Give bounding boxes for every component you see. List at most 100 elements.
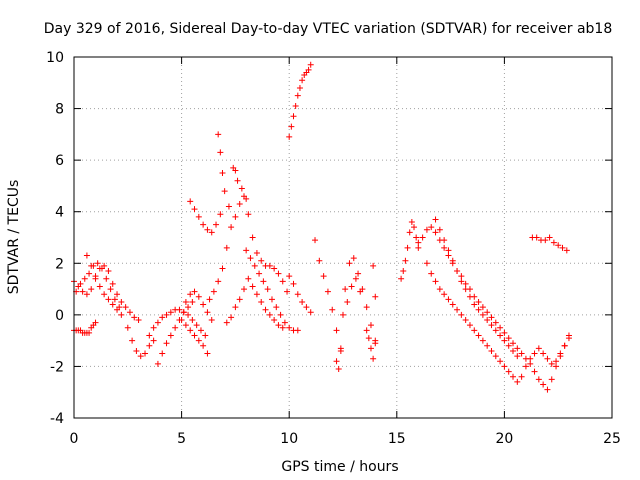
data-point — [355, 270, 362, 277]
data-point — [86, 270, 93, 277]
data-point — [559, 244, 566, 251]
data-point — [454, 268, 461, 275]
data-point — [258, 298, 265, 305]
data-point — [81, 275, 88, 282]
data-point — [105, 296, 112, 303]
data-point — [88, 286, 95, 293]
data-point — [103, 275, 110, 282]
data-point — [367, 345, 374, 352]
data-point — [492, 353, 499, 360]
data-point — [187, 327, 194, 334]
data-point — [475, 306, 482, 313]
data-point — [344, 298, 351, 305]
data-point — [299, 77, 306, 84]
data-point — [251, 262, 258, 269]
data-point — [288, 123, 295, 130]
data-point — [154, 360, 161, 367]
data-point — [324, 288, 331, 295]
data-point — [79, 288, 86, 295]
data-point — [400, 268, 407, 275]
data-point — [398, 275, 405, 282]
grid-lines — [74, 57, 612, 418]
data-point — [415, 239, 422, 246]
data-point — [428, 270, 435, 277]
data-point — [350, 255, 357, 262]
data-point — [210, 288, 217, 295]
data-point — [277, 311, 284, 318]
data-point — [217, 211, 224, 218]
data-point — [432, 278, 439, 285]
data-point — [406, 229, 413, 236]
data-point — [548, 376, 555, 383]
data-point — [247, 255, 254, 262]
data-point — [518, 350, 525, 357]
data-point — [307, 61, 314, 68]
data-point — [548, 360, 555, 367]
x-tick-label: 15 — [388, 431, 406, 447]
data-point — [497, 332, 504, 339]
data-point — [535, 376, 542, 383]
x-tick-label: 10 — [280, 431, 298, 447]
data-point — [182, 298, 189, 305]
data-point — [357, 288, 364, 295]
data-point — [501, 363, 508, 370]
data-point — [550, 239, 557, 246]
data-point — [462, 317, 469, 324]
data-point — [363, 304, 370, 311]
data-point — [501, 337, 508, 344]
data-point — [279, 324, 286, 331]
data-point — [320, 273, 327, 280]
data-point — [146, 332, 153, 339]
data-point — [88, 262, 95, 269]
data-point — [484, 342, 491, 349]
data-point — [531, 350, 538, 357]
y-tick-label: -2 — [50, 359, 64, 375]
data-point — [253, 291, 260, 298]
x-tick-label: 25 — [603, 431, 621, 447]
data-point — [163, 340, 170, 347]
data-point — [458, 273, 465, 280]
data-point — [501, 329, 508, 336]
data-point — [118, 298, 125, 305]
data-point — [204, 350, 211, 357]
data-point — [441, 237, 448, 244]
data-point — [228, 224, 235, 231]
data-point — [475, 298, 482, 305]
data-point — [228, 314, 235, 321]
data-point — [492, 319, 499, 326]
data-point — [266, 311, 273, 318]
data-point — [154, 319, 161, 326]
x-tick-labels: 0 5 10 15 20 25 — [70, 431, 621, 447]
data-point — [312, 237, 319, 244]
data-point — [187, 198, 194, 205]
data-point — [98, 265, 105, 272]
data-point — [449, 301, 456, 308]
data-point — [488, 347, 495, 354]
data-point — [232, 213, 239, 220]
data-point — [200, 221, 207, 228]
y-axis-label: SDTVAR / TECUs — [6, 180, 22, 295]
data-point — [232, 167, 239, 174]
data-point — [432, 229, 439, 236]
data-point — [471, 301, 478, 308]
data-point — [107, 286, 114, 293]
data-point — [542, 237, 549, 244]
data-point — [271, 265, 278, 272]
data-point — [275, 270, 282, 277]
data-point — [290, 113, 297, 120]
data-point — [189, 298, 196, 305]
data-point — [167, 309, 174, 316]
data-point — [533, 234, 540, 241]
data-point — [135, 317, 142, 324]
data-point — [273, 304, 280, 311]
axis-ticks — [73, 56, 613, 419]
data-point — [271, 317, 278, 324]
data-point — [281, 319, 288, 326]
data-point — [497, 358, 504, 365]
data-point — [436, 286, 443, 293]
data-point — [290, 280, 297, 287]
data-point — [316, 257, 323, 264]
data-point — [260, 278, 267, 285]
data-point — [86, 329, 93, 336]
